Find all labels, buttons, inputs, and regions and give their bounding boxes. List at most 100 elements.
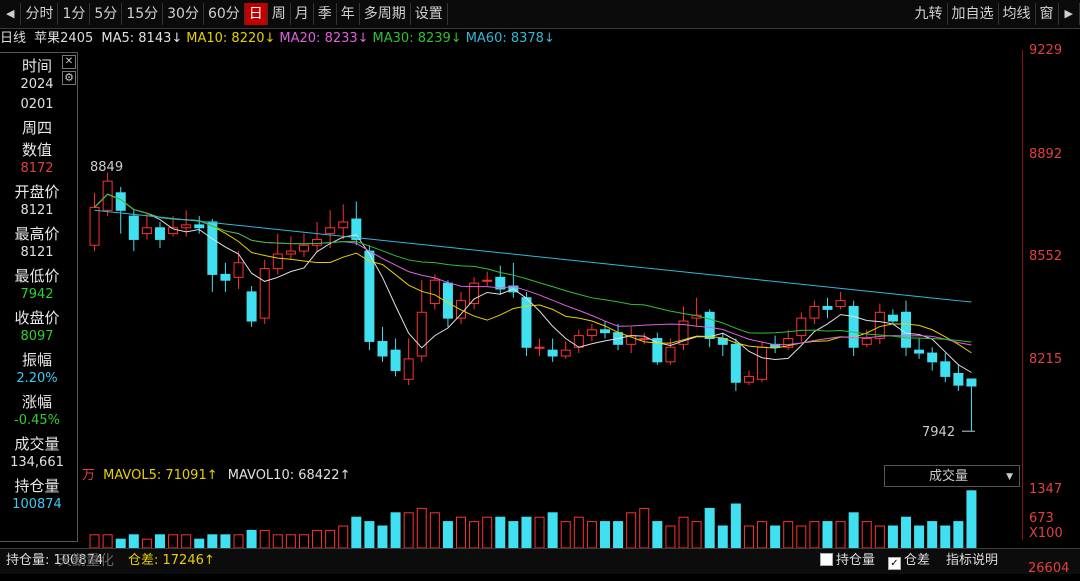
volume-bar — [940, 525, 951, 548]
volume-bar — [495, 516, 506, 548]
period-tab[interactable]: 季 — [314, 3, 337, 25]
candle-body — [364, 250, 375, 342]
diff-text: 仓差: 17246↑ — [128, 553, 215, 568]
period-tab[interactable]: 设置 — [411, 3, 448, 25]
ma5-line — [94, 193, 972, 373]
volume-bar — [154, 534, 165, 548]
data-window: ✕ ⚙ 时间 2024 0201 周四 数值 8172 开盘价 8121 最高价 8121 最低价 7… — [0, 52, 78, 542]
volume-bar — [887, 525, 898, 548]
toolbar-button[interactable]: 九转 — [911, 3, 948, 25]
back-arrow-icon[interactable]: ◀ — [0, 3, 22, 25]
candle-body — [469, 282, 480, 305]
chevron-down-icon: ▼ — [1006, 472, 1013, 482]
data-label: 振幅 — [21, 351, 52, 369]
volume-bar — [822, 521, 833, 548]
close-icon[interactable]: ✕ — [62, 55, 76, 69]
data-label: 最高价 — [14, 225, 60, 243]
candle-body — [233, 262, 244, 278]
ma30-line — [94, 193, 972, 343]
indicator-dropdown[interactable]: 成交量 ▼ — [884, 465, 1020, 487]
volume-bar — [233, 534, 244, 548]
volume-bar — [560, 521, 571, 548]
volume-bar — [207, 534, 218, 548]
ma60-line — [94, 209, 972, 303]
candle-body — [757, 346, 768, 380]
toolbar-button[interactable]: 均线 — [999, 3, 1036, 25]
help-button[interactable]: 指标说明 — [946, 553, 999, 568]
volume-bar — [416, 507, 427, 548]
volume-bar — [783, 521, 794, 548]
candle-body — [822, 305, 833, 310]
data-value: 100874 — [12, 497, 62, 512]
candle-body — [927, 352, 938, 363]
volume-bar — [743, 525, 754, 548]
forward-arrow-icon[interactable]: ▶ — [1059, 3, 1080, 25]
data-label: 周四 — [21, 119, 52, 137]
candle-body — [835, 300, 846, 307]
period-tab[interactable]: 30分 — [163, 3, 204, 25]
oi-checkbox[interactable]: 持仓量 — [820, 549, 875, 573]
period-tab[interactable]: 60分 — [204, 3, 245, 25]
volume-bar — [312, 529, 323, 548]
candle-body — [285, 250, 296, 255]
period-tab[interactable]: 多周期 — [360, 3, 411, 25]
candle-body — [377, 340, 388, 357]
candle-body — [717, 338, 728, 345]
candle-body — [887, 314, 898, 322]
volume-bar — [168, 534, 179, 548]
candle-body — [456, 300, 467, 319]
period-tab[interactable]: 5分 — [90, 3, 123, 25]
data-label: 成交量 — [14, 435, 60, 453]
volume-bar — [429, 512, 440, 548]
period-tab[interactable]: 周 — [268, 3, 291, 25]
data-value: 8097 — [20, 329, 54, 344]
volume-bar — [717, 525, 728, 548]
candlestick-chart[interactable]: 8849 7942 — [82, 50, 1022, 458]
gear-icon[interactable]: ⚙ — [62, 71, 76, 85]
volume-bar — [848, 512, 859, 548]
candle-body — [534, 346, 545, 349]
data-label: 涨幅 — [21, 393, 52, 411]
volume-bar — [770, 525, 781, 548]
volume-bar — [691, 521, 702, 548]
data-value: 8172 — [20, 161, 54, 176]
data-label: 最低价 — [14, 267, 60, 285]
data-label: 数值 — [21, 141, 52, 159]
price-axis: 9229 8892 8552 8215 1347 673 X100 — [1022, 43, 1080, 541]
period-tab[interactable]: 日 — [244, 3, 268, 25]
volume-bar — [835, 521, 846, 548]
vol-unit: 万 — [82, 468, 96, 483]
ma10-line — [94, 193, 972, 354]
toolbar-button[interactable]: 窗 — [1036, 3, 1059, 25]
vol-axis-label: 1347 — [1029, 482, 1063, 497]
data-label: 持仓量 — [14, 477, 60, 495]
candle-body — [770, 343, 781, 348]
candle-body — [586, 329, 597, 337]
volume-bar — [220, 534, 231, 548]
period-tab[interactable]: 月 — [291, 3, 314, 25]
volume-bar — [246, 529, 257, 548]
axis-label: 9229 — [1029, 43, 1063, 58]
high-annotation: 8849 — [90, 160, 123, 175]
candle-body — [207, 221, 218, 275]
candle-body — [704, 311, 715, 340]
volume-legend: 万 MAVOL5: 71091↑ MAVOL10: 68422↑ — [82, 466, 350, 486]
candle-body — [914, 349, 925, 354]
diff-checkbox[interactable]: ✓ 仓差 — [888, 549, 930, 573]
candle-body — [442, 282, 453, 319]
ma-value: MA5: 8143↓ — [101, 31, 183, 46]
candle-body — [809, 305, 820, 319]
candle-body — [272, 253, 283, 270]
data-value: 8121 — [20, 203, 54, 218]
volume-bar — [442, 521, 453, 548]
period-tab[interactable]: 15分 — [122, 3, 164, 25]
candle-body — [848, 305, 859, 348]
period-tab[interactable]: 1分 — [58, 3, 91, 25]
volume-chart[interactable] — [82, 488, 1022, 548]
period-tab[interactable]: 年 — [337, 3, 360, 25]
volume-bar — [521, 516, 532, 548]
toolbar-button[interactable]: 加自选 — [948, 3, 999, 25]
ma20-line — [94, 193, 972, 346]
volume-bar — [259, 529, 270, 548]
period-tab[interactable]: 分时 — [21, 3, 59, 25]
